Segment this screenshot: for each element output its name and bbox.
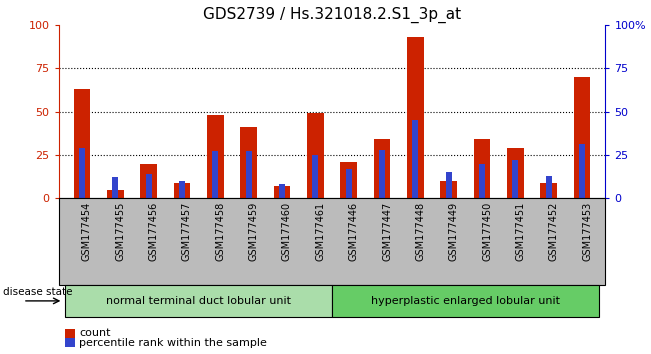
Bar (79, 148, 85, 198)
Bar (540, 183, 557, 198)
Bar (307, 113, 324, 198)
Bar (474, 139, 490, 198)
Text: GSM177452: GSM177452 (549, 202, 559, 261)
Text: percentile rank within the sample: percentile rank within the sample (79, 338, 268, 348)
Text: GSM177451: GSM177451 (516, 202, 525, 261)
Bar (440, 181, 457, 198)
Text: GSM177457: GSM177457 (182, 202, 192, 261)
Title: GDS2739 / Hs.321018.2.S1_3p_at: GDS2739 / Hs.321018.2.S1_3p_at (203, 7, 461, 23)
Bar (74, 89, 90, 198)
Bar (407, 37, 424, 198)
Bar (312, 155, 318, 198)
Bar (140, 164, 157, 198)
Bar (413, 120, 419, 198)
Bar (374, 139, 391, 198)
Bar (245, 152, 251, 198)
Bar (146, 174, 152, 198)
Text: count: count (79, 329, 111, 338)
Text: GSM177455: GSM177455 (115, 202, 125, 261)
Bar (574, 77, 590, 198)
Bar (113, 177, 118, 198)
Bar (546, 176, 551, 198)
Bar (240, 127, 257, 198)
Text: GSM177461: GSM177461 (315, 202, 326, 261)
Bar (207, 115, 224, 198)
Bar (507, 148, 524, 198)
Bar (273, 186, 290, 198)
Text: GSM177447: GSM177447 (382, 202, 392, 261)
Text: GSM177446: GSM177446 (349, 202, 359, 261)
Text: GSM177456: GSM177456 (148, 202, 159, 261)
Text: hyperplastic enlarged lobular unit: hyperplastic enlarged lobular unit (371, 296, 560, 306)
Bar (446, 172, 452, 198)
Bar (279, 184, 285, 198)
Text: GSM177453: GSM177453 (582, 202, 592, 261)
Bar (512, 160, 518, 198)
Bar (212, 152, 218, 198)
Bar (340, 162, 357, 198)
Bar (479, 164, 485, 198)
Text: GSM177458: GSM177458 (215, 202, 225, 261)
Bar (346, 169, 352, 198)
Bar (379, 150, 385, 198)
Text: normal terminal duct lobular unit: normal terminal duct lobular unit (106, 296, 291, 306)
Text: disease state: disease state (3, 287, 73, 297)
Bar (107, 190, 124, 198)
Text: GSM177449: GSM177449 (449, 202, 459, 261)
Text: GSM177448: GSM177448 (415, 202, 425, 261)
Bar (179, 181, 185, 198)
Text: GSM177459: GSM177459 (249, 202, 258, 261)
Text: GSM177454: GSM177454 (82, 202, 92, 261)
Text: GSM177460: GSM177460 (282, 202, 292, 261)
Text: GSM177450: GSM177450 (482, 202, 492, 261)
Bar (174, 183, 190, 198)
Bar (579, 144, 585, 198)
